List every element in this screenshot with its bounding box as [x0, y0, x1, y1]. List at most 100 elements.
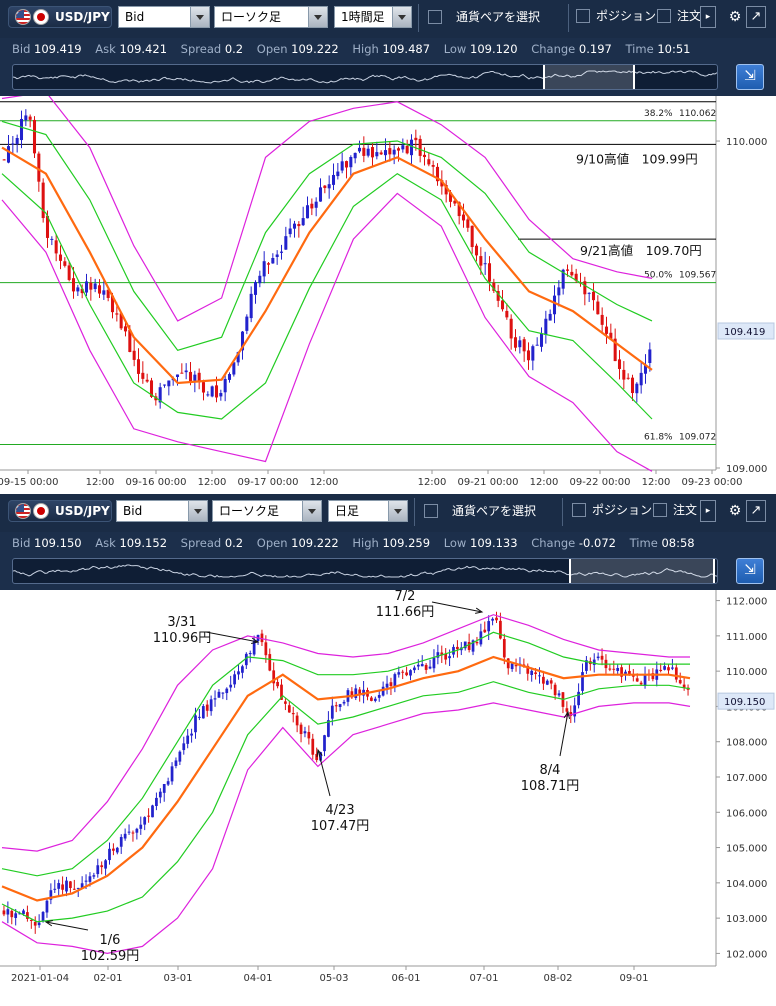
- candle-body: [470, 225, 474, 248]
- candle-body: [413, 667, 416, 671]
- candle-body: [643, 364, 648, 374]
- position-checkbox[interactable]: [576, 9, 590, 23]
- order-checkbox[interactable]: [657, 9, 671, 23]
- candle-body: [350, 691, 354, 698]
- candle-body: [435, 166, 440, 182]
- candle-body: [305, 205, 310, 219]
- gear-icon[interactable]: ⚙: [728, 503, 742, 519]
- time-tick-label: 08-02: [543, 973, 572, 984]
- candle-body: [506, 658, 510, 669]
- candle-body: [301, 218, 305, 226]
- arrow-up-right-icon[interactable]: ↗: [746, 6, 766, 28]
- ask-label: Ask: [95, 536, 116, 550]
- daily-chart-panel: USD/JPY Bid ローソク足 日足 通貨ペアを選択 ポジション 注文 ▸ …: [0, 494, 776, 1006]
- candle-body: [678, 680, 682, 684]
- currency-pair-button[interactable]: USD/JPY: [8, 500, 112, 522]
- candle-body: [416, 664, 420, 667]
- pair-select-checkbox[interactable]: [428, 10, 442, 24]
- candle-body: [483, 263, 487, 265]
- pair-select-checkbox[interactable]: [424, 504, 438, 518]
- candle-body: [600, 655, 604, 660]
- candle-body: [63, 261, 67, 266]
- candle-body: [29, 919, 33, 921]
- timeframe-select[interactable]: 1時間足: [334, 6, 412, 28]
- candle-body: [420, 664, 424, 667]
- annotation-arrow: [317, 749, 331, 797]
- candle-body: [561, 269, 565, 289]
- candle-body: [80, 288, 84, 294]
- scroll-right-button[interactable]: ▸: [700, 500, 716, 522]
- candle-body: [221, 692, 225, 694]
- candle-body: [284, 701, 287, 704]
- candle-body: [608, 668, 612, 670]
- arrow-up-right-icon[interactable]: ↗: [746, 500, 766, 522]
- candle-body: [100, 865, 104, 868]
- low-value: 109.133: [470, 536, 518, 550]
- candle-body: [565, 708, 569, 712]
- candle-body: [461, 214, 466, 221]
- scroll-right-button[interactable]: ▸: [700, 6, 716, 28]
- candle-body: [409, 139, 414, 156]
- open-label: Open: [256, 536, 288, 550]
- price-tick-label: 110.000: [726, 137, 767, 148]
- candle-body: [405, 145, 409, 154]
- fibonacci-price-label: 110.062: [679, 109, 716, 119]
- candle-body: [170, 766, 174, 782]
- candle-body: [201, 382, 206, 393]
- candle-body: [201, 706, 205, 719]
- candle-body: [539, 333, 544, 347]
- navigator-window-handle[interactable]: [569, 559, 715, 583]
- candle-body: [318, 187, 323, 202]
- candle-body: [297, 224, 301, 227]
- arrow-up-right-icon[interactable]: ⇲: [736, 64, 764, 90]
- order-checkbox[interactable]: [653, 503, 667, 517]
- fibonacci-ratio-label: 61.8%: [644, 432, 673, 442]
- sma-line: [1, 655, 691, 902]
- candle-body: [428, 666, 432, 669]
- arrow-up-right-icon[interactable]: ⇲: [736, 558, 764, 584]
- candle-body: [135, 828, 139, 833]
- candle-body: [241, 666, 244, 673]
- navigator-overview[interactable]: [12, 558, 718, 584]
- candle-body: [340, 161, 344, 171]
- band-1sd-lower-line: [1, 172, 653, 420]
- candle-body: [80, 883, 84, 889]
- navigator-window-handle[interactable]: [543, 65, 635, 89]
- timeframe-select[interactable]: 日足: [328, 500, 408, 522]
- candle-body: [648, 349, 652, 363]
- candle-body: [97, 285, 102, 294]
- position-checkbox[interactable]: [572, 503, 586, 517]
- candle-body: [65, 880, 68, 892]
- candle-body: [188, 371, 193, 382]
- candle-body: [272, 670, 276, 684]
- gear-icon[interactable]: ⚙: [728, 9, 742, 25]
- candle-body: [198, 716, 201, 718]
- candle-body: [11, 143, 15, 145]
- price-tick-label: 109.000: [726, 464, 767, 475]
- currency-pair-button[interactable]: USD/JPY: [8, 6, 112, 28]
- time-tick-label: 12:00: [642, 477, 671, 488]
- navigator-overview[interactable]: [12, 64, 718, 90]
- candle-body: [545, 680, 549, 685]
- annotation-arrow: [559, 711, 569, 757]
- price-type-select[interactable]: Bid: [118, 6, 210, 28]
- fibonacci-price-label: 109.567: [679, 271, 716, 281]
- candle-body: [291, 712, 295, 715]
- annotation-price: 102.59円: [81, 949, 140, 964]
- time-tick-label: 12:00: [86, 477, 115, 488]
- candle-body: [639, 372, 643, 386]
- high-label: High: [352, 42, 379, 56]
- candle-body: [592, 659, 596, 665]
- candle-body: [526, 350, 531, 361]
- candle-body: [591, 291, 596, 301]
- price-tick-label: 105.000: [726, 844, 767, 855]
- chart-type-select[interactable]: ローソク足: [214, 6, 328, 28]
- price-type-select[interactable]: Bid: [116, 500, 208, 522]
- candle-body: [266, 263, 271, 265]
- chart-type-select[interactable]: ローソク足: [212, 500, 322, 522]
- candle-body: [151, 805, 154, 818]
- candle-body: [388, 148, 392, 155]
- candle-body: [14, 913, 18, 918]
- price-tick-label: 103.000: [726, 914, 767, 925]
- candle-body: [76, 887, 80, 889]
